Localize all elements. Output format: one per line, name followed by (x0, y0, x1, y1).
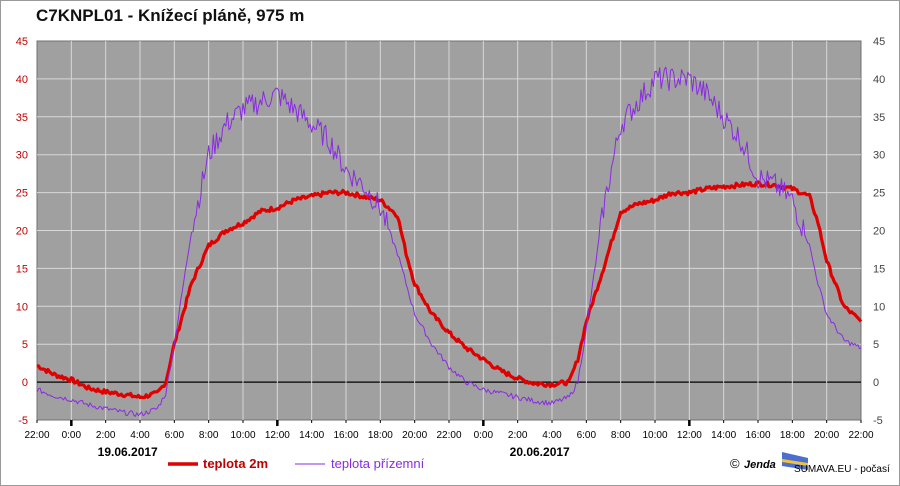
legend-purple-label: teplota přízemní (331, 456, 425, 471)
x-tick-label: 8:00 (611, 430, 631, 441)
credit: © Jenda SUMAVA.EU - počasí (730, 452, 890, 475)
date-label: 20.06.2017 (510, 445, 570, 459)
x-tick-label: 14:00 (711, 430, 736, 441)
date-label: 19.06.2017 (98, 445, 158, 459)
y-tick-left: 10 (16, 301, 28, 313)
x-tick-label: 2:00 (96, 430, 116, 441)
x-tick-label: 20:00 (402, 430, 427, 441)
y-tick-left: 30 (16, 150, 28, 162)
x-tick-label: 0:00 (62, 430, 82, 441)
site-credit: SUMAVA.EU - počasí (794, 464, 890, 475)
y-tick-right: 45 (873, 36, 885, 48)
legend: teplota 2m teplota přízemní (168, 456, 425, 471)
x-tick-label: 6:00 (577, 430, 597, 441)
signature-logo: Jenda (744, 459, 776, 471)
x-tick-label: 12:00 (265, 430, 290, 441)
series-line-teplota-prizemni (36, 66, 862, 417)
y-tick-right: 20 (873, 226, 885, 238)
y-tick-left: -5 (18, 415, 28, 427)
y-tick-right: 5 (873, 339, 879, 351)
y-tick-left: 15 (16, 263, 28, 275)
x-tick-label: 14:00 (299, 430, 324, 441)
y-tick-right: 40 (873, 74, 885, 86)
x-tick-label: 4:00 (130, 430, 150, 441)
y-tick-right: 0 (873, 377, 879, 389)
flag-stripe-icon (782, 459, 808, 466)
y-tick-left: 25 (16, 188, 28, 200)
x-tick-label: 12:00 (677, 430, 702, 441)
x-tick-label: 16:00 (745, 430, 770, 441)
x-tick-label: 22:00 (436, 430, 461, 441)
y-tick-right: -5 (873, 415, 883, 427)
y-tick-left: 45 (16, 36, 28, 48)
y-tick-left: 5 (22, 339, 28, 351)
axis-ticks: -5 -5 0 0 5 5 10 10 15 15 20 20 25 25 30 30 35 35 40 40 45 45… (16, 36, 886, 459)
y-tick-right: 30 (873, 150, 885, 162)
y-tick-left: 20 (16, 226, 28, 238)
x-tick-label: 0:00 (474, 430, 494, 441)
x-tick-label: 10:00 (230, 430, 255, 441)
y-tick-left: 40 (16, 74, 28, 86)
legend-red-label: teplota 2m (203, 456, 268, 471)
x-tick-label: 18:00 (368, 430, 393, 441)
x-tick-label: 18:00 (780, 430, 805, 441)
y-tick-right: 10 (873, 301, 885, 313)
chart-title: C7KNPL01 - Knížecí pláně, 975 m (36, 6, 305, 25)
x-tick-label: 6:00 (165, 430, 185, 441)
y-tick-left: 0 (22, 377, 28, 389)
y-tick-left: 35 (16, 112, 28, 124)
x-tick-label: 2:00 (508, 430, 528, 441)
x-tick-label: 8:00 (199, 430, 219, 441)
x-tick-label: 16:00 (333, 430, 358, 441)
x-tick-label: 20:00 (814, 430, 839, 441)
x-tick-label: 4:00 (542, 430, 562, 441)
y-tick-right: 15 (873, 263, 885, 275)
y-tick-right: 25 (873, 188, 885, 200)
series-lines (36, 66, 863, 417)
x-tick-label: 22:00 (848, 430, 873, 441)
copyright-symbol: © (730, 456, 740, 471)
x-tick-label: 10:00 (642, 430, 667, 441)
x-tick-label: 22:00 (24, 430, 49, 441)
y-tick-right: 35 (873, 112, 885, 124)
